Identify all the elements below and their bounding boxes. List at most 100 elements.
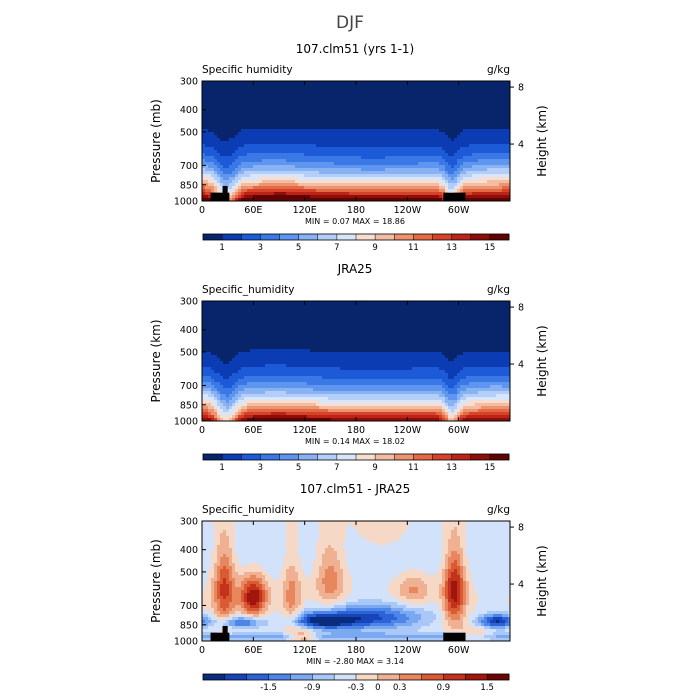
heatmap-cell xyxy=(430,162,434,166)
heatmap-cell xyxy=(457,108,461,112)
heatmap-cell xyxy=(322,192,326,196)
heatmap-cell xyxy=(286,316,290,320)
heatmap-cell xyxy=(223,141,227,145)
heatmap-cell xyxy=(337,310,341,314)
heatmap-cell xyxy=(370,195,374,199)
heatmap-cell xyxy=(433,117,437,121)
heatmap-cell xyxy=(316,123,320,127)
heatmap-cell xyxy=(295,120,299,124)
heatmap-cell xyxy=(376,132,380,136)
heatmap-cell xyxy=(442,162,446,166)
heatmap-cell xyxy=(484,108,488,112)
heatmap-cell xyxy=(238,319,242,323)
heatmap-cell xyxy=(373,126,377,130)
heatmap-cell xyxy=(358,159,362,163)
heatmap-cell xyxy=(298,313,302,317)
heatmap-cell xyxy=(304,159,308,163)
x-tick-label: 180 xyxy=(347,205,365,216)
heatmap-cell xyxy=(448,304,452,308)
heatmap-cell xyxy=(499,174,503,178)
heatmap-cell xyxy=(505,171,509,175)
heatmap-cell xyxy=(259,99,263,103)
heatmap-cell xyxy=(454,120,458,124)
heatmap-cell xyxy=(259,313,263,317)
heatmap-cell xyxy=(409,144,413,148)
heatmap-cell xyxy=(502,87,506,91)
heatmap-cell xyxy=(391,153,395,157)
heatmap-cell xyxy=(442,99,446,103)
heatmap-cell xyxy=(229,126,233,130)
heatmap-cell xyxy=(430,304,434,308)
heatmap-cell xyxy=(271,195,275,199)
heatmap-cell xyxy=(316,177,320,181)
heatmap-cell xyxy=(349,150,353,154)
heatmap-cell xyxy=(460,165,464,169)
heatmap-cell xyxy=(340,120,344,124)
heatmap-cell xyxy=(328,93,332,97)
heatmap-cell xyxy=(229,319,233,323)
heatmap-cell xyxy=(472,129,476,133)
heatmap-cell xyxy=(415,156,419,160)
heatmap-cell xyxy=(490,162,494,166)
heatmap-cell xyxy=(346,108,350,112)
heatmap-cell xyxy=(361,168,365,172)
heatmap-cell xyxy=(475,192,479,196)
heatmap-cell xyxy=(391,186,395,190)
heatmap-cell xyxy=(478,189,482,193)
heatmap-cell xyxy=(220,138,224,142)
heatmap-cell xyxy=(334,129,338,133)
heatmap-cell xyxy=(277,183,281,187)
heatmap-cell xyxy=(262,174,266,178)
heatmap-cell xyxy=(403,87,407,91)
heatmap-cell xyxy=(226,87,230,91)
heatmap-cell xyxy=(451,147,455,151)
heatmap-cell xyxy=(481,81,485,85)
heatmap-cell xyxy=(385,316,389,320)
heatmap-cell xyxy=(391,156,395,160)
heatmap-cell xyxy=(463,117,467,121)
heatmap-cell xyxy=(277,111,281,115)
heatmap-cell xyxy=(271,126,275,130)
heatmap-cell xyxy=(409,301,413,305)
heatmap-cell xyxy=(361,102,365,106)
heatmap-cell xyxy=(496,310,500,314)
heatmap-cell xyxy=(415,198,419,201)
heatmap-cell xyxy=(211,102,215,106)
heatmap-cell xyxy=(331,108,335,112)
heatmap-cell xyxy=(256,150,260,154)
heatmap-cell xyxy=(373,135,377,139)
heatmap-cell xyxy=(487,108,491,112)
heatmap-cell xyxy=(379,126,383,130)
heatmap-cell xyxy=(490,198,494,201)
heatmap-cell xyxy=(502,313,506,317)
heatmap-cell xyxy=(364,171,368,175)
heatmap-cell xyxy=(376,111,380,115)
heatmap-cell xyxy=(304,189,308,193)
heatmap-cell xyxy=(442,120,446,124)
heatmap-cell xyxy=(496,84,500,88)
heatmap-cell xyxy=(301,322,305,326)
heatmap-cell xyxy=(223,126,227,130)
heatmap-cell xyxy=(412,138,416,142)
heatmap-cell xyxy=(262,132,266,136)
x-tick-label: 0 xyxy=(199,205,205,216)
heatmap-cell xyxy=(301,120,305,124)
heatmap-cell xyxy=(418,132,422,136)
heatmap-cell xyxy=(433,135,437,139)
heatmap-cell xyxy=(322,168,326,172)
heatmap-cell xyxy=(337,165,341,169)
heatmap-cell xyxy=(427,153,431,157)
heatmap-cell xyxy=(217,123,221,127)
heatmap-cell xyxy=(214,132,218,136)
heatmap-cell xyxy=(367,189,371,193)
heatmap-cell xyxy=(382,183,386,187)
heatmap-cell xyxy=(355,316,359,320)
heatmap-cell xyxy=(364,304,368,308)
heatmap-cell xyxy=(418,198,422,201)
heatmap-cell xyxy=(448,310,452,314)
heatmap-cell xyxy=(337,183,341,187)
heatmap-cell xyxy=(256,322,260,326)
heatmap-cell xyxy=(307,159,311,163)
heatmap-cell xyxy=(268,96,272,100)
heatmap-cell xyxy=(490,81,494,85)
